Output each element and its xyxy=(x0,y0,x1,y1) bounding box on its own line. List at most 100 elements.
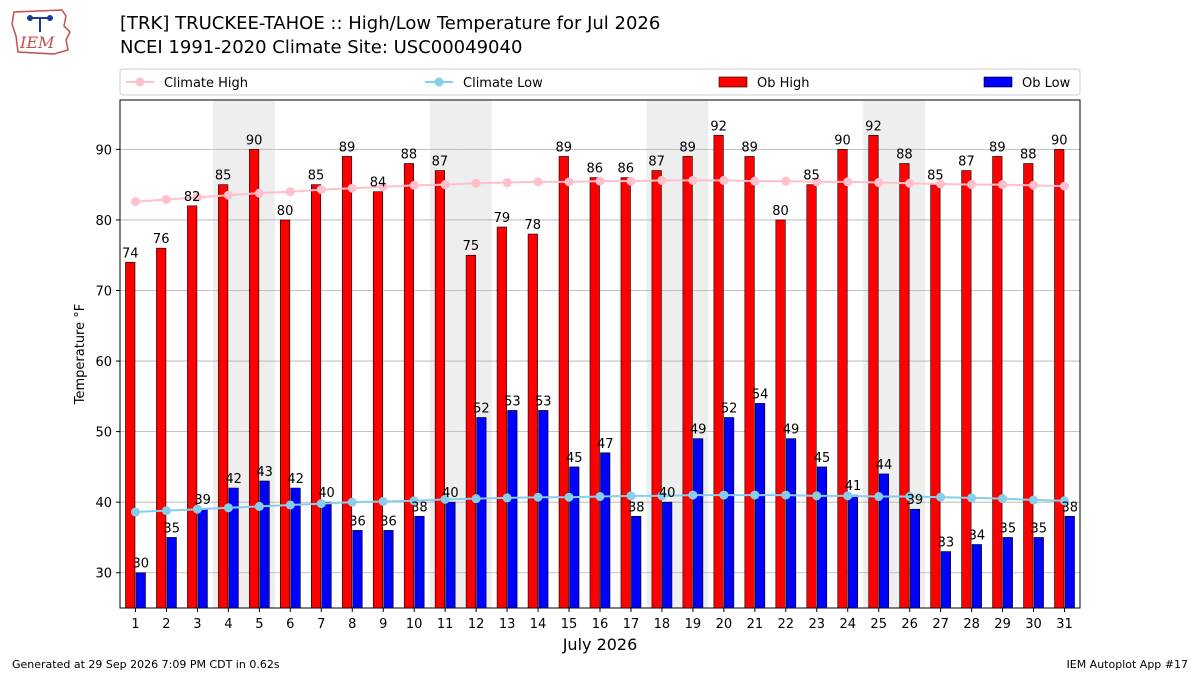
x-tick-label: 19 xyxy=(685,617,702,632)
x-tick-label: 1 xyxy=(131,617,139,632)
climate-high-point xyxy=(874,178,884,188)
ob-high-bar xyxy=(496,226,507,609)
ob-high-label: 88 xyxy=(1020,148,1037,163)
ob-high-label: 80 xyxy=(277,204,294,219)
ob-low-label: 43 xyxy=(256,465,273,480)
x-axis-label: July 2026 xyxy=(562,635,638,654)
ob-high-label: 89 xyxy=(339,140,356,155)
ob-low-bar xyxy=(940,551,951,609)
ob-high-bar xyxy=(992,156,1003,609)
ob-low-bar xyxy=(662,501,673,609)
x-tick-label: 6 xyxy=(286,617,294,632)
ob-high-bar xyxy=(280,219,291,609)
ob-high-label: 87 xyxy=(958,155,975,170)
climate-low-point xyxy=(750,490,760,500)
y-axis-label: Temperature °F xyxy=(73,304,88,405)
climate-low-point xyxy=(130,507,140,517)
ob-low-label: 38 xyxy=(628,500,645,515)
climate-low-point xyxy=(781,490,791,500)
ob-low-label: 47 xyxy=(597,437,614,452)
ob-low-bar xyxy=(693,438,704,609)
ob-low-bar xyxy=(352,530,363,609)
ob-low-label: 40 xyxy=(318,486,335,501)
ob-low-label: 40 xyxy=(659,486,676,501)
ob-high-label: 85 xyxy=(803,169,820,184)
x-tick-label: 9 xyxy=(379,617,387,632)
climate-high-point xyxy=(564,177,574,187)
climate-high-point xyxy=(905,178,915,188)
climate-high-point xyxy=(347,183,357,193)
x-tick-label: 21 xyxy=(747,617,764,632)
legend-climate-high-marker xyxy=(135,77,145,87)
climate-high-point xyxy=(471,178,481,188)
y-tick-label: 30 xyxy=(95,567,112,582)
x-tick-label: 28 xyxy=(963,617,980,632)
ob-low-bar xyxy=(445,501,456,609)
legend-ob-high-swatch xyxy=(718,76,748,88)
climate-low-point xyxy=(378,496,388,506)
climate-high-point xyxy=(750,176,760,186)
climate-high-point xyxy=(998,180,1008,190)
x-tick-label: 17 xyxy=(623,617,640,632)
ob-high-bar xyxy=(156,247,167,609)
ob-high-label: 88 xyxy=(401,148,418,163)
ob-high-bar xyxy=(372,191,384,609)
ob-high-label: 89 xyxy=(741,140,758,155)
climate-high-point xyxy=(409,180,419,190)
ob-high-bar xyxy=(806,184,817,609)
climate-high-point xyxy=(1060,181,1070,191)
ob-low-label: 41 xyxy=(845,479,862,494)
x-tick-label: 23 xyxy=(809,617,826,632)
climate-low-point xyxy=(688,490,698,500)
climate-low-point xyxy=(223,503,233,513)
x-tick-label: 2 xyxy=(162,617,170,632)
climate-low-point xyxy=(254,501,264,511)
climate-low-point xyxy=(192,504,202,514)
legend-climate-low-marker xyxy=(434,77,444,87)
ob-high-label: 87 xyxy=(432,155,449,170)
ob-low-bar xyxy=(847,494,859,609)
climate-high-point xyxy=(440,180,450,190)
ob-high-bar xyxy=(465,254,476,609)
climate-low-point xyxy=(161,506,171,516)
climate-low-point xyxy=(471,494,481,504)
x-tick-label: 27 xyxy=(932,617,949,632)
x-tick-label: 11 xyxy=(437,617,454,632)
ob-low-label: 42 xyxy=(225,472,242,487)
x-tick-label: 4 xyxy=(224,617,232,632)
y-tick-label: 70 xyxy=(95,285,112,300)
ob-low-label: 45 xyxy=(566,451,583,466)
ob-low-bar xyxy=(786,438,797,609)
x-tick-label: 3 xyxy=(193,617,201,632)
ob-low-label: 35 xyxy=(1000,521,1017,536)
x-tick-label: 18 xyxy=(654,617,671,632)
x-tick-label: 20 xyxy=(716,617,733,632)
shaded-day-band xyxy=(460,100,492,608)
climate-low-point xyxy=(502,493,512,503)
ob-high-label: 76 xyxy=(153,232,170,247)
climate-high-point xyxy=(378,182,388,192)
ob-low-bar xyxy=(383,530,394,609)
ob-low-label: 40 xyxy=(442,486,459,501)
shaded-day-band xyxy=(894,100,926,608)
climate-low-point xyxy=(874,492,884,502)
y-tick-label: 90 xyxy=(95,143,112,158)
climate-low-point xyxy=(1029,495,1039,505)
climate-high-point xyxy=(719,175,729,185)
legend-box xyxy=(119,68,1081,96)
ob-high-bar xyxy=(899,163,910,609)
legend-climate-low-label: Climate Low xyxy=(463,76,543,91)
ob-low-bar xyxy=(755,403,766,609)
x-tick-label: 13 xyxy=(499,617,516,632)
ob-high-label: 86 xyxy=(617,162,634,177)
climate-high-point xyxy=(843,177,853,187)
ob-low-bar xyxy=(259,480,270,609)
y-tick-label: 80 xyxy=(95,214,112,229)
footer-generated: Generated at 29 Sep 2026 7:09 PM CDT in … xyxy=(12,658,280,671)
climate-low-point xyxy=(533,492,543,502)
iem-logo: IEM xyxy=(11,9,71,55)
ob-high-bar xyxy=(682,156,693,609)
ob-high-bar xyxy=(434,170,445,609)
ob-low-label: 30 xyxy=(132,557,149,572)
x-tick-label: 25 xyxy=(870,617,887,632)
